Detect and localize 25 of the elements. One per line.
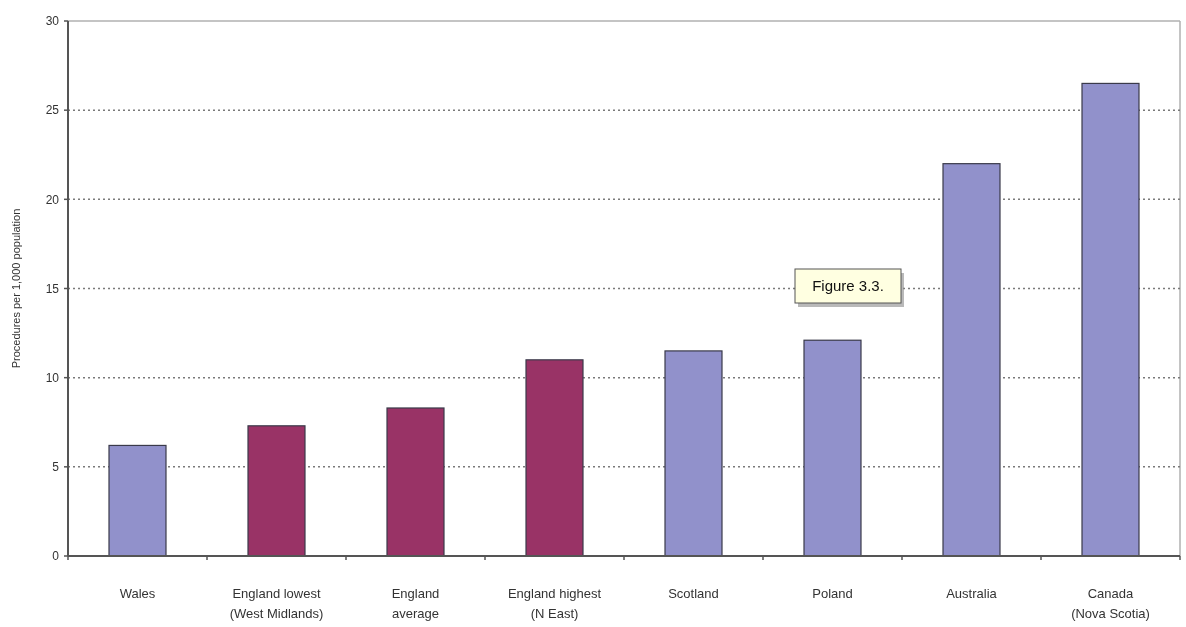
y-tick-label: 5 [52,460,60,475]
x-tick-label: England lowest (West Midlands) [229,586,324,621]
y-tick-label: 10 [45,370,60,385]
bar [247,425,306,557]
x-tick-label: England highest (N East) [507,586,602,621]
x-tick-label: Australia [946,586,998,601]
x-tick-label: Wales [119,586,156,601]
x-tick-label: England average [391,586,440,621]
x-tick-label: Scotland [668,586,719,601]
y-tick-label: 25 [45,103,60,118]
y-tick-label: 20 [45,192,60,207]
x-tick-label: Canada (Nova Scotia) [1071,586,1150,621]
annotation: Figure 3.3. [812,277,884,295]
bar [1081,82,1140,557]
bar [386,407,445,557]
bar [525,359,584,557]
x-tick-label: Poland [812,586,853,601]
bar [108,444,167,557]
y-tick-label: 0 [52,549,60,564]
y-tick-label: 15 [45,281,60,296]
bar [942,163,1001,557]
y-axis-title: Procedures per 1,000 population [10,208,22,369]
y-tick-label: 30 [45,14,60,29]
bar [803,339,862,557]
bar [664,350,723,557]
